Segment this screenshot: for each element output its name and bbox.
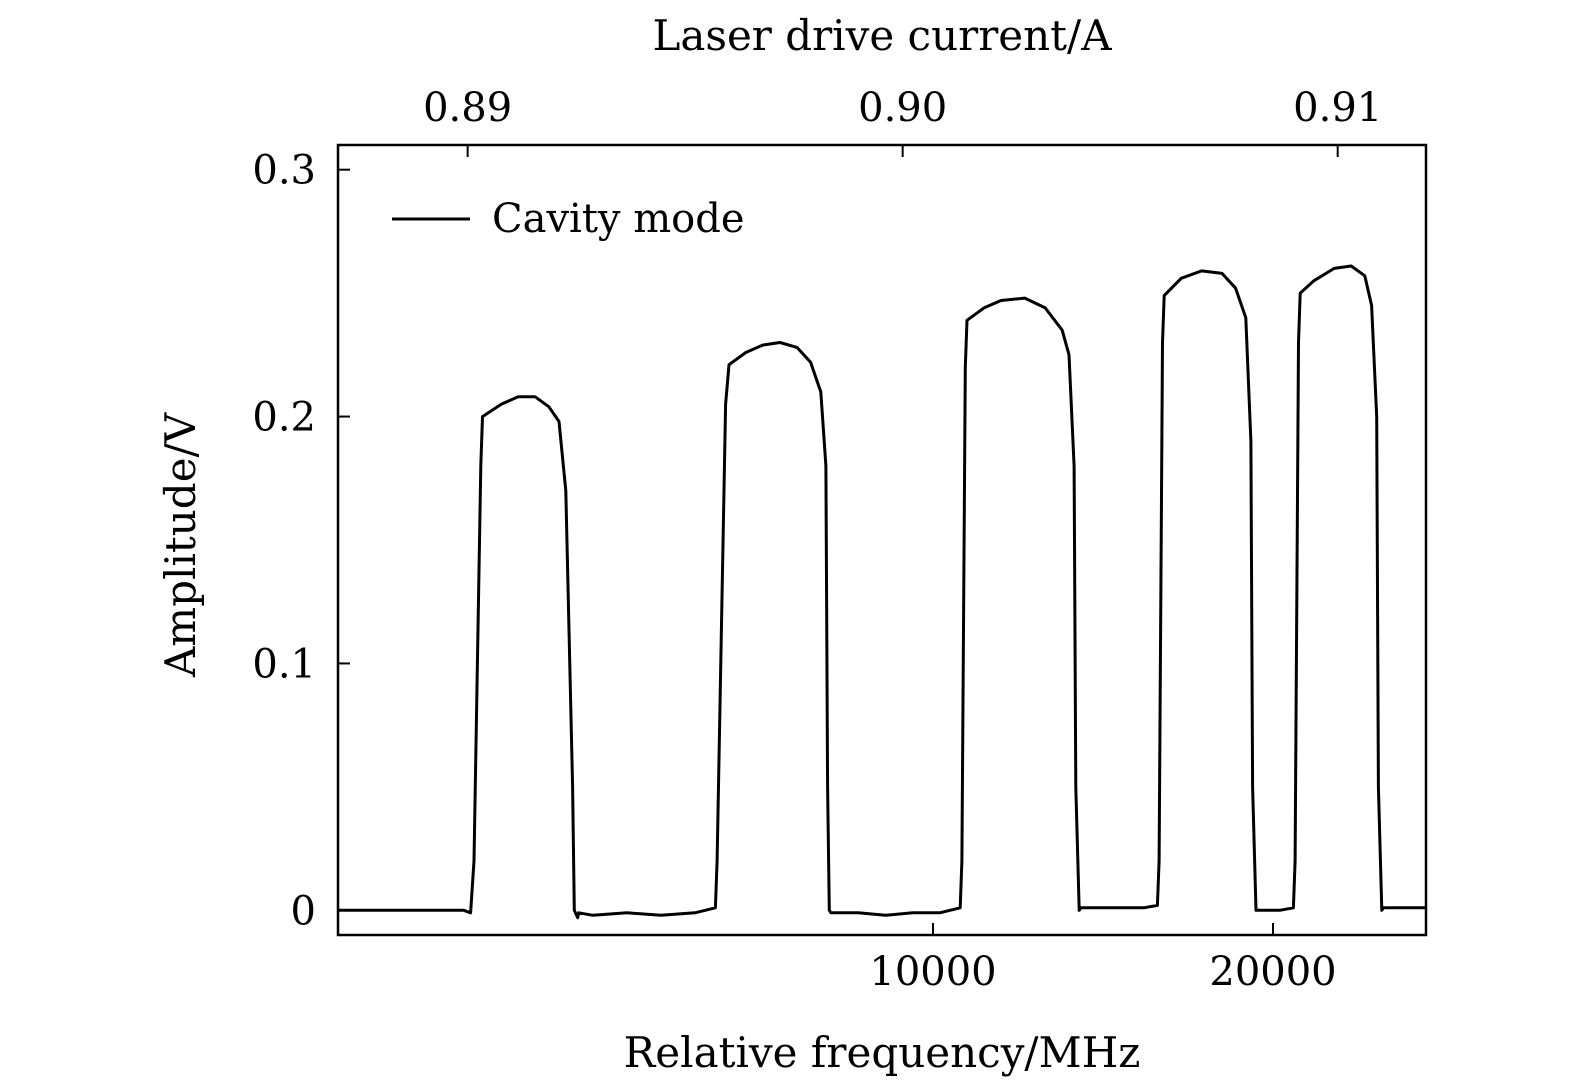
x-tick-label: 10000 xyxy=(869,949,996,995)
y-axis-title: Amplitude/V xyxy=(156,412,205,678)
series-line-cavity-mode xyxy=(338,264,1426,920)
top-tick-label: 0.91 xyxy=(1293,85,1382,131)
x-axis-ticks: 10000 20000 xyxy=(869,923,1337,995)
legend-label-cavity-mode: Cavity mode xyxy=(492,196,745,242)
y-tick-label: 0.2 xyxy=(252,395,316,441)
y-tick-label: 0.3 xyxy=(252,148,316,194)
top-tick-label: 0.90 xyxy=(858,85,947,131)
x-axis-title: Relative frequency/MHz xyxy=(624,1028,1141,1077)
plot-frame xyxy=(336,143,1428,937)
top-tick-label: 0.89 xyxy=(423,85,512,131)
x-tick-label: 20000 xyxy=(1209,949,1336,995)
y-tick-label: 0.1 xyxy=(252,641,316,687)
y-axis-ticks: 0 0.1 0.2 0.3 xyxy=(252,148,350,934)
top-axis-title: Laser drive current/A xyxy=(652,11,1112,60)
top-axis-ticks: 0.89 0.90 0.91 xyxy=(423,85,1382,157)
legend: Cavity mode xyxy=(392,196,745,242)
y-tick-label: 0 xyxy=(291,888,316,934)
